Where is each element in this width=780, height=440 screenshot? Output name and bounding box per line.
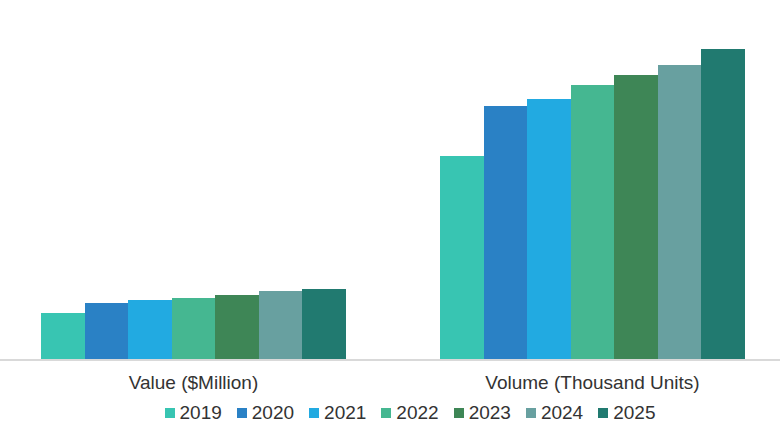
legend-swatch-icon — [526, 408, 536, 418]
legend: 2019 2020 2021 2022 2023 2024 2025 — [20, 402, 780, 424]
legend-swatch-icon — [598, 408, 608, 418]
bar-2022-volume — [571, 85, 615, 359]
legend-swatch-icon — [454, 408, 464, 418]
bar-group-volume — [440, 49, 745, 359]
legend-label: 2021 — [324, 402, 366, 424]
bar-2025-volume — [701, 49, 745, 359]
legend-item-2019: 2019 — [165, 402, 222, 424]
legend-label: 2022 — [396, 402, 438, 424]
legend-item-2021: 2021 — [309, 402, 366, 424]
legend-label: 2019 — [180, 402, 222, 424]
category-label-value: Value ($Million) — [41, 372, 346, 394]
bar-2022-value — [172, 298, 216, 360]
plot-area — [0, 0, 780, 361]
legend-item-2025: 2025 — [598, 402, 655, 424]
legend-swatch-icon — [165, 408, 175, 418]
legend-label: 2020 — [252, 402, 294, 424]
bar-2020-volume — [484, 106, 528, 359]
legend-label: 2024 — [541, 402, 583, 424]
legend-swatch-icon — [309, 408, 319, 418]
bar-2019-volume — [440, 156, 484, 360]
bar-2023-volume — [614, 75, 658, 359]
bar-2025-value — [302, 289, 346, 360]
legend-item-2020: 2020 — [237, 402, 294, 424]
legend-item-2024: 2024 — [526, 402, 583, 424]
legend-item-2022: 2022 — [381, 402, 438, 424]
legend-swatch-icon — [237, 408, 247, 418]
legend-swatch-icon — [381, 408, 391, 418]
bar-2024-volume — [658, 65, 702, 359]
bar-2024-value — [259, 291, 303, 360]
legend-item-2023: 2023 — [454, 402, 511, 424]
bar-2019-value — [41, 313, 85, 360]
bar-2023-value — [215, 295, 259, 360]
legend-label: 2023 — [469, 402, 511, 424]
bar-2021-value — [128, 300, 172, 360]
category-label-volume: Volume (Thousand Units) — [440, 372, 745, 394]
bar-group-value — [41, 289, 346, 360]
legend-label: 2025 — [613, 402, 655, 424]
bar-2020-value — [85, 303, 129, 359]
bar-chart: Value ($Million) Volume (Thousand Units)… — [0, 0, 780, 440]
bar-2021-volume — [527, 99, 571, 359]
